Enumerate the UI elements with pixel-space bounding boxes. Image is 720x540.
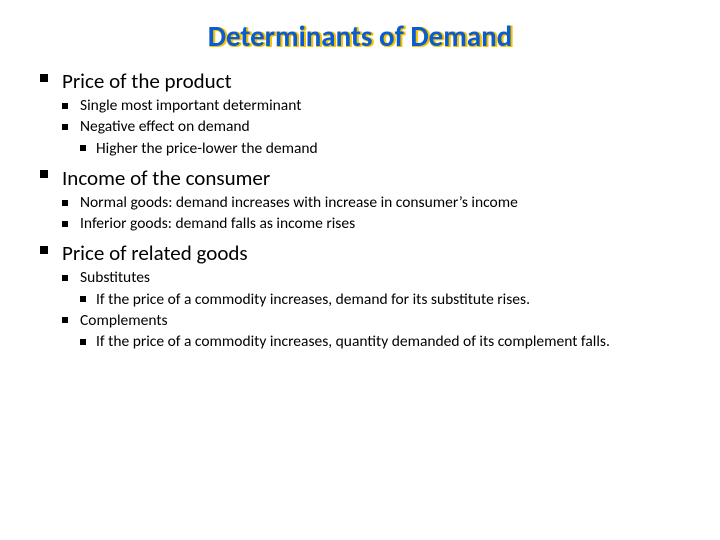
list-item: Inferior goods: demand falls as income r… [62,214,680,234]
list-item-text: Substitutes [80,268,680,288]
bullet-icon [62,200,68,206]
section-heading: Price of related goods [62,240,680,266]
bullet-icon [62,221,68,227]
section-heading: Price of the product [62,68,680,94]
subsection-list: SubstitutesIf the price of a commodity i… [62,268,680,352]
bullet-icon [62,124,68,130]
sub-list: Higher the price-lower the demand [80,139,680,159]
list-item: If the price of a commodity increases, d… [80,290,680,310]
list-item-text: Single most important determinant [80,96,680,116]
section: Price of the productSingle most importan… [40,68,680,159]
slide-title: Determinants of Demand [40,18,680,54]
list-item-text: Negative effect on demand [80,117,680,137]
bullet-icon [80,339,86,345]
list-item-text: Normal goods: demand increases with incr… [80,193,680,213]
bullet-icon [62,317,68,323]
subsection-list: Single most important determinantNegativ… [62,96,680,158]
list-item-text: If the price of a commodity increases, q… [96,332,680,352]
sub-list: If the price of a commodity increases, q… [80,332,680,352]
list-item-text: Inferior goods: demand falls as income r… [80,214,680,234]
sub-list: If the price of a commodity increases, d… [80,290,680,310]
list-item: Higher the price-lower the demand [80,139,680,159]
section: Price of related goodsSubstitutesIf the … [40,240,680,352]
list-item-text: Higher the price-lower the demand [96,139,680,159]
bullet-icon [40,246,48,254]
bullet-icon [80,145,86,151]
bullet-icon [62,275,68,281]
list-item: SubstitutesIf the price of a commodity i… [62,268,680,309]
list-item: Single most important determinant [62,96,680,116]
list-item-text: If the price of a commodity increases, d… [96,290,680,310]
subsection-list: Normal goods: demand increases with incr… [62,193,680,234]
list-item: Negative effect on demandHigher the pric… [62,117,680,158]
bullet-icon [40,170,48,178]
section: Income of the consumerNormal goods: dema… [40,165,680,235]
list-item: ComplementsIf the price of a commodity i… [62,311,680,352]
bullet-icon [40,74,48,82]
bullet-icon [62,103,68,109]
content-list: Price of the productSingle most importan… [40,68,680,352]
list-item: If the price of a commodity increases, q… [80,332,680,352]
list-item-text: Complements [80,311,680,331]
bullet-icon [80,296,86,302]
section-heading: Income of the consumer [62,165,680,191]
list-item: Normal goods: demand increases with incr… [62,193,680,213]
slide: Determinants of Demand Price of the prod… [0,0,720,540]
